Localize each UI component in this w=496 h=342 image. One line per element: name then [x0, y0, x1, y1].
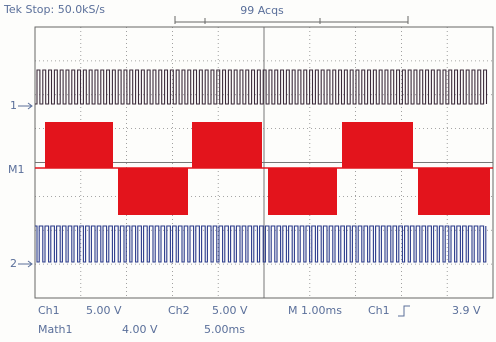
math-block [268, 168, 337, 215]
math-block [118, 168, 188, 215]
ch1-label: Ch1 [38, 304, 60, 317]
ch1-scale: 5.00 V [86, 304, 122, 317]
math-time: 5.00ms [204, 323, 245, 336]
trigger-source: Ch1 [368, 304, 390, 317]
math-marker: M1 [8, 163, 25, 176]
ch2-marker: 2 [10, 257, 17, 270]
ch1-marker: 1 [10, 99, 17, 112]
ch2-label: Ch2 [168, 304, 190, 317]
acquisitions: 99 Acqs [240, 4, 284, 17]
timebase: M 1.00ms [288, 304, 342, 317]
math-block [192, 122, 262, 168]
math-block [45, 122, 113, 168]
trigger-level: 3.9 V [452, 304, 481, 317]
math-scale: 4.00 V [122, 323, 158, 336]
status: Tek Stop: 50.0kS/s [3, 3, 105, 16]
ch2-scale: 5.00 V [212, 304, 248, 317]
math-block [342, 122, 413, 168]
math-block [418, 168, 490, 215]
math-label: Math1 [38, 323, 73, 336]
oscilloscope-screen: Tek Stop: 50.0kS/s 99 Acqs 1 M1 2 Ch1 5.… [0, 0, 496, 342]
